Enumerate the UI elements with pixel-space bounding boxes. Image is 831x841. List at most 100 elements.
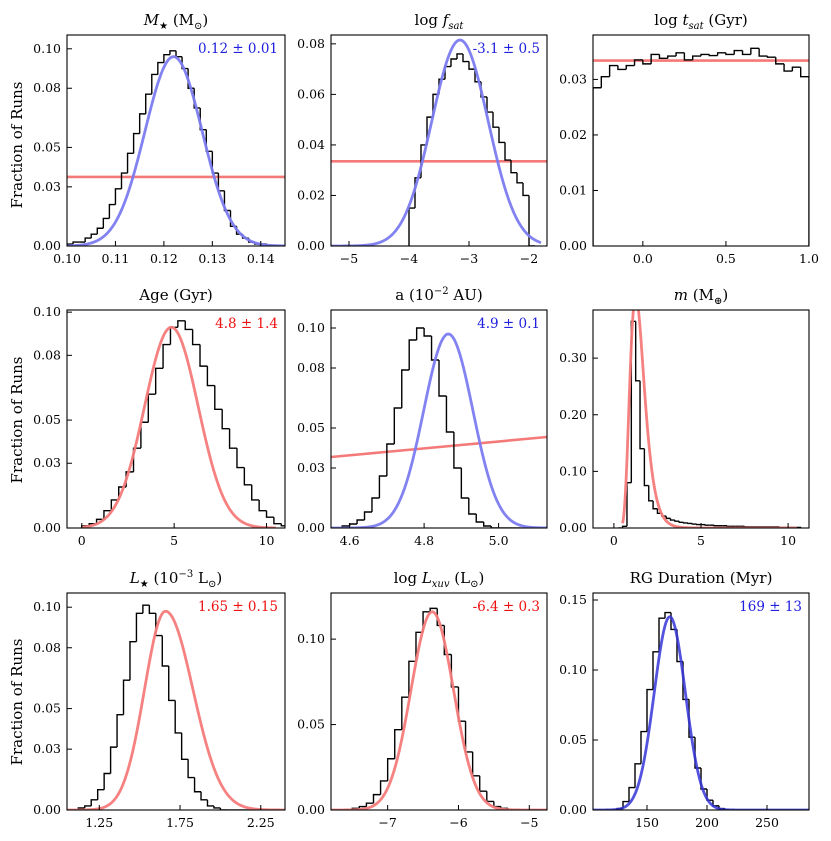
histogram-bin: [633, 59, 643, 66]
histogram-bin: [608, 64, 618, 77]
panel-title-tsat: log tsat (Gyr): [654, 11, 747, 32]
fit-annotation: -3.1 ± 0.5: [473, 41, 540, 57]
ylabel-row-2: Fraction of Runs: [8, 357, 26, 484]
y-tick-label: 0.03: [33, 179, 61, 194]
histogram-bin: [691, 523, 697, 525]
histogram-bin: [700, 768, 707, 790]
axes-frame: [592, 592, 810, 811]
histogram-bin: [206, 366, 215, 387]
histogram-bin: [758, 48, 768, 57]
histogram-bin: [109, 746, 118, 774]
histogram-bin: [704, 524, 710, 526]
histogram-bin: [783, 63, 793, 72]
histogram-bin: [154, 367, 164, 395]
histogram-bin: [219, 807, 227, 810]
histogram-bin: [626, 482, 632, 527]
y-tick-label: 0.00: [559, 520, 587, 535]
plot-area-semi: [331, 327, 547, 528]
y-tick-label: 0.05: [559, 732, 587, 747]
histogram-bin: [408, 339, 417, 370]
x-tick-label: −4: [400, 251, 418, 266]
histogram-bin: [716, 52, 726, 56]
histogram-bin: [174, 700, 182, 734]
histogram-bin: [280, 523, 285, 527]
histogram-bin: [640, 730, 647, 764]
histogram-bin: [634, 321, 641, 382]
x-tick-label: 0.14: [247, 251, 275, 266]
histogram-bin: [426, 116, 433, 145]
histogram-bin: [482, 522, 492, 527]
y-tick-label: 0.00: [33, 238, 61, 253]
panel-fsat: −5 −4 −3 −2 0.00 0.02 0.04 0.06 0.08 log fsat -3.1…: [297, 11, 548, 266]
y-tick-label: 0.10: [33, 41, 61, 56]
fit-curve-rgdur: [593, 615, 809, 810]
y-tick-label: 0.08: [33, 80, 61, 95]
histogram-bin: [493, 801, 501, 808]
histogram-bin: [181, 56, 189, 70]
x-tick-label: 4.6: [340, 533, 360, 548]
histogram-bin: [456, 53, 463, 60]
x-tick-label: 10: [259, 533, 275, 548]
histogram-bin: [180, 732, 189, 760]
histogram-bin: [429, 607, 438, 612]
y-tick-label: 0.05: [297, 420, 325, 435]
x-tick-label: −5: [520, 815, 538, 830]
histogram-bin: [148, 605, 156, 614]
histogram-bin: [628, 786, 635, 802]
histogram-bin: [471, 751, 480, 777]
panel-rgdur: 150 200 250 0.00 0.05 0.10 0.15 RG Duration (My…: [559, 569, 810, 830]
histogram-bin: [200, 791, 208, 801]
plot-area-lxuv: [331, 607, 547, 810]
histogram-bin: [464, 721, 473, 753]
x-tick-label: 0: [610, 533, 618, 548]
y-tick-label: 0.05: [297, 717, 325, 732]
y-tick-label: 0.00: [33, 520, 61, 535]
histogram-bin: [393, 407, 402, 444]
x-tick-label: 2.25: [247, 815, 275, 830]
histogram-bin: [175, 50, 183, 58]
histogram-bin: [617, 65, 627, 71]
histogram-bin: [675, 52, 685, 57]
axes-frame: [592, 34, 810, 247]
fit-annotation: 4.9 ± 0.1: [477, 316, 540, 332]
histogram-bin: [199, 107, 207, 131]
histogram-bin: [450, 654, 459, 688]
histogram-bin: [799, 67, 809, 78]
x-tick-label: 250: [755, 815, 779, 830]
y-tick-label: 0.03: [559, 71, 587, 86]
x-tick-label: 10: [780, 533, 796, 548]
y-tick-label: 0.00: [297, 802, 325, 817]
histogram-bin: [648, 485, 654, 502]
histogram-bin: [358, 805, 367, 809]
fit-curve-lstar: [67, 609, 285, 810]
histogram-bin: [652, 500, 658, 510]
fit-annotation: 4.8 ± 1.4: [215, 316, 278, 332]
panels-group: 0.10 0.11 0.12 0.13 0.140.000.030.050.080.10…: [33, 11, 819, 830]
y-tick-label: 0.00: [559, 802, 587, 817]
y-tick-label: 0.10: [559, 662, 587, 677]
histogram-bin: [468, 498, 477, 515]
histogram-bin: [363, 511, 372, 520]
histogram-bin: [510, 160, 517, 174]
histogram-bin: [791, 66, 801, 72]
histogram-bin: [766, 56, 776, 58]
histogram-bin: [479, 775, 487, 792]
histogram-bin: [147, 393, 156, 423]
histogram-bin: [96, 227, 104, 235]
x-tick-label: 4.8: [414, 533, 434, 548]
x-tick-label: 150: [635, 815, 659, 830]
histogram-bin: [84, 237, 92, 243]
histogram-bin: [665, 516, 671, 520]
histogram-bin: [516, 172, 523, 184]
histogram-bin: [639, 380, 645, 450]
histogram-bin: [460, 468, 469, 499]
panel-title-mass: m (M⊕): [674, 286, 728, 307]
panel-age: 0 5 10 0.00 0.03 0.05 0.08 0.10 Age (Gyr)4.8 ± 1…: [33, 286, 286, 548]
histogram-bin: [408, 660, 416, 698]
x-tick-label: −6: [449, 815, 467, 830]
fit-curve-lxuv: [331, 610, 547, 810]
histogram-bin: [199, 344, 208, 367]
histogram-bin: [191, 329, 201, 346]
y-tick-label: 0.10: [33, 599, 61, 614]
